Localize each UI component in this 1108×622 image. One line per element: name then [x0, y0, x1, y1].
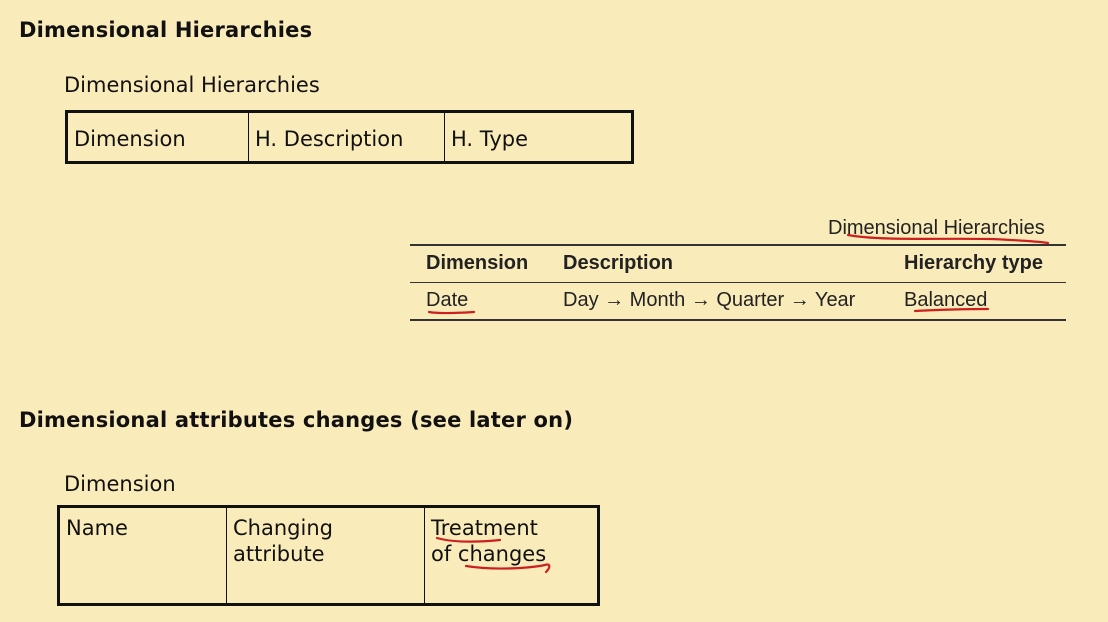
template-col-line1: Treatment — [431, 516, 538, 540]
cell-dimension: Date — [426, 289, 469, 311]
template-col-description: H. Description — [248, 111, 445, 163]
table-header-row: Dimension Description Hierarchy type — [410, 246, 1066, 282]
hierarchies-template-table: Dimension H. Description H. Type — [65, 110, 634, 164]
cell-description: Day → Month → Quarter → Year — [563, 289, 856, 311]
template-col-name: Name — [58, 506, 227, 605]
header-description: Description — [563, 252, 674, 274]
dimension-box-title: Dimension — [64, 472, 176, 496]
template-col-dimension: Dimension — [66, 111, 249, 163]
section-heading-attribute-changes: Dimensional attributes changes (see late… — [19, 408, 574, 432]
template-col-line1: Changing — [233, 516, 333, 540]
template-col-line2: attribute — [233, 542, 325, 566]
section-heading-hierarchies: Dimensional Hierarchies — [19, 18, 313, 42]
header-hierarchy-type: Hierarchy type — [904, 252, 1043, 274]
example-hierarchy-table: Dimension Description Hierarchy type Dat… — [410, 244, 1066, 321]
example-table-caption: Dimensional Hierarchies — [828, 217, 1045, 239]
template-col-treatment: Treatment of changes — [425, 507, 599, 605]
template-col-label: H. Description — [255, 127, 404, 151]
template-col-label: H. Type — [451, 127, 529, 151]
cell-hierarchy-type: Balanced — [904, 289, 988, 311]
template-col-changing-attribute: Changing attribute — [226, 506, 425, 605]
table-row: Date Day → Month → Quarter → Year Balanc… — [410, 283, 1066, 319]
header-dimension: Dimension — [426, 252, 529, 274]
attribute-changes-template-table: Name Changing attribute Treatment of cha… — [57, 505, 600, 606]
table-mid-rule — [410, 282, 1066, 283]
template-col-label: Dimension — [74, 127, 186, 151]
template-col-type: H. Type — [445, 112, 633, 163]
template-col-line1: Name — [66, 516, 128, 540]
table-top-rule — [410, 244, 1066, 246]
template-col-line2: of changes — [431, 542, 547, 566]
hierarchies-box-title: Dimensional Hierarchies — [64, 73, 320, 97]
table-bottom-rule — [410, 319, 1066, 321]
